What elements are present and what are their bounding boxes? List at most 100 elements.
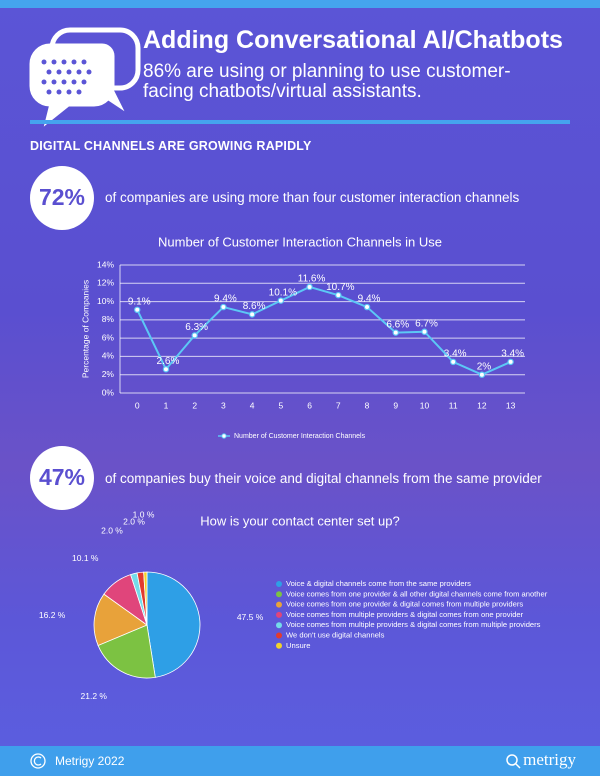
point — [134, 306, 141, 313]
data-label: 6.7% — [415, 318, 438, 329]
pie-slice — [97, 624, 156, 679]
legend-label: Voice & digital channels come from the s… — [286, 579, 471, 588]
data-label: 9.1% — [128, 296, 151, 307]
x-tick-label: 13 — [506, 400, 516, 410]
data-label: 10.1 % — [72, 553, 99, 563]
y-tick-label: 2% — [102, 369, 115, 379]
point — [478, 371, 486, 378]
data-label: 9.4% — [358, 294, 381, 305]
y-tick-label: 0% — [102, 387, 115, 397]
legend-label: We don't use digital channels — [286, 631, 385, 640]
y-tick-label: 4% — [102, 351, 115, 361]
legend-swatch — [276, 581, 282, 587]
data-label: 9.4% — [214, 294, 237, 305]
point — [335, 291, 342, 299]
footer-bar — [0, 746, 600, 776]
x-tick-label: 5 — [278, 400, 283, 410]
x-tick-label: 8 — [365, 400, 370, 410]
stat-circle — [30, 446, 94, 510]
logo: metrigy — [523, 750, 576, 769]
y-axis-label: Percentage of Companies — [80, 280, 90, 378]
top-bar — [0, 0, 600, 8]
pie-slice — [146, 571, 201, 678]
legend-label: Voice comes from multiple providers & di… — [286, 610, 524, 619]
legend-label: Number of Customer Interaction Channels — [234, 433, 366, 440]
x-tick-label: 12 — [477, 400, 487, 410]
x-tick-label: 11 — [449, 400, 458, 410]
data-label: 6.3% — [185, 322, 208, 333]
title: Adding Conversational AI/Chatbots — [143, 26, 563, 54]
x-tick-label: 1 — [164, 400, 169, 410]
x-tick-label: 0 — [135, 400, 140, 410]
x-tick-label: 7 — [336, 400, 341, 410]
data-label: 10.1% — [269, 287, 297, 298]
data-label: 8.6% — [243, 301, 266, 312]
data-label: 2.0 % — [101, 525, 123, 535]
logo-icon — [506, 754, 521, 769]
y-tick-label: 12% — [97, 278, 114, 288]
x-tick-label: 10 — [420, 400, 430, 410]
pie-slice — [143, 571, 148, 626]
point — [162, 366, 170, 373]
data-label: 16.2 % — [39, 610, 66, 620]
subtitle: 86% are using or planning to use custome… — [143, 61, 511, 102]
data-label: 2.6% — [157, 356, 180, 367]
legend-label: Voice comes from multiple providers & di… — [286, 620, 541, 629]
point — [392, 329, 399, 336]
legend-label: Voice comes from one provider & all othe… — [286, 589, 548, 598]
legend-swatch — [276, 642, 282, 649]
legend-swatch — [276, 611, 282, 618]
line — [136, 285, 512, 376]
data-label: 6.6% — [386, 319, 409, 330]
stat-text: of companies buy their voice and digital… — [105, 471, 542, 486]
y-tick-label: 6% — [102, 332, 115, 342]
chart-title: Number of Customer Interaction Channels … — [158, 234, 442, 249]
data-label: 11.6% — [298, 274, 326, 285]
data-label: 3.4% — [501, 349, 524, 360]
x-tick-label: 9 — [393, 400, 398, 410]
x-tick-label: 4 — [250, 400, 255, 410]
legend-label: Unsure — [286, 641, 310, 650]
point — [220, 303, 227, 311]
y-tick-label: 14% — [97, 259, 114, 269]
legend-swatch — [221, 433, 227, 439]
x-tick-label: 6 — [307, 400, 312, 410]
charts: Number of Customer Interaction Channels … — [39, 234, 548, 701]
point — [306, 283, 313, 291]
legend-swatch — [276, 632, 282, 639]
point — [248, 311, 256, 318]
y-tick-label: 8% — [102, 314, 115, 324]
point — [191, 332, 198, 339]
data-label: 10.7% — [326, 282, 354, 293]
copyright-icon — [30, 753, 46, 769]
x-tick-label: 3 — [221, 400, 226, 410]
data-label: 2.0 % — [123, 517, 145, 527]
legend-swatch — [276, 601, 282, 608]
data-label: 2% — [477, 361, 492, 372]
data-label: 3.4% — [444, 349, 467, 360]
divider — [30, 120, 570, 124]
point — [277, 297, 285, 304]
stat-value: 47% — [39, 464, 85, 490]
data-label: 21.2 % — [81, 691, 108, 701]
point — [449, 358, 457, 366]
pie-slice — [93, 593, 148, 646]
data-label: 1.0 % — [133, 510, 155, 520]
x-tick-label: 2 — [192, 400, 197, 410]
stat-value: 72% — [39, 184, 85, 210]
legend-swatch — [276, 591, 282, 598]
data-label: 47.5 % — [237, 612, 264, 622]
stat-circle — [30, 166, 94, 230]
chart-title: How is your contact center set up? — [200, 513, 399, 528]
y-tick-label: 10% — [97, 296, 114, 306]
chat-icon — [29, 27, 141, 127]
legend-label: Voice comes from one provider & digital … — [286, 600, 523, 609]
section-title: DIGITAL CHANNELS ARE GROWING RAPIDLY — [30, 139, 312, 153]
footer-text: Metrigy 2022 — [55, 754, 125, 768]
point — [421, 328, 428, 335]
stat-text: of companies are using more than four cu… — [105, 190, 520, 205]
point — [363, 303, 371, 311]
point — [507, 358, 514, 366]
